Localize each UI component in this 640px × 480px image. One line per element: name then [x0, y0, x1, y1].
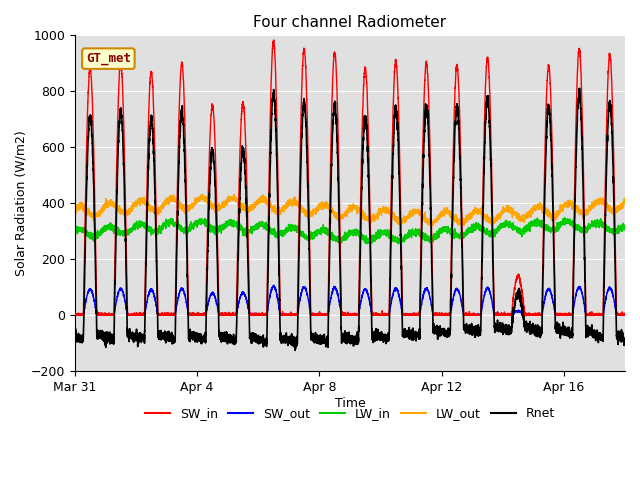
SW_out	[71, 312, 79, 318]
LW_out	[93, 210, 101, 216]
Rnet	[615, 336, 623, 341]
Rnet	[576, 85, 584, 91]
SW_in	[93, 311, 101, 317]
LW_in	[398, 239, 406, 245]
SW_in	[173, 222, 180, 228]
Line: LW_out: LW_out	[75, 194, 625, 226]
LW_out	[170, 199, 177, 204]
Legend: SW_in, SW_out, LW_in, LW_out, Rnet: SW_in, SW_out, LW_in, LW_out, Rnet	[140, 402, 560, 425]
SW_in	[71, 312, 79, 318]
Rnet	[621, 336, 629, 341]
LW_out	[397, 223, 404, 228]
LW_in	[621, 222, 629, 228]
SW_in	[615, 312, 623, 318]
Line: SW_out: SW_out	[75, 285, 625, 315]
SW_out	[621, 312, 629, 318]
Rnet	[398, 318, 406, 324]
LW_in	[364, 241, 371, 247]
LW_out	[621, 199, 629, 204]
SW_out	[170, 312, 177, 318]
SW_in	[270, 37, 278, 43]
Rnet	[71, 331, 79, 336]
SW_out	[71, 312, 79, 317]
Text: GT_met: GT_met	[86, 52, 131, 65]
SW_out	[615, 312, 623, 318]
LW_in	[173, 222, 180, 228]
LW_out	[255, 195, 263, 201]
SW_in	[621, 312, 629, 318]
SW_in	[71, 312, 79, 317]
SW_out	[93, 312, 101, 317]
Rnet	[93, 332, 101, 338]
LW_out	[198, 191, 206, 197]
X-axis label: Time: Time	[335, 396, 365, 409]
Rnet	[255, 339, 263, 345]
LW_in	[170, 221, 177, 227]
LW_in	[71, 230, 79, 236]
SW_in	[399, 301, 406, 307]
LW_out	[615, 205, 623, 211]
SW_out	[399, 311, 406, 316]
Line: LW_in: LW_in	[75, 217, 625, 244]
Rnet	[170, 335, 177, 340]
LW_in	[93, 232, 101, 238]
LW_out	[399, 218, 406, 224]
Line: Rnet: Rnet	[75, 88, 625, 350]
Title: Four channel Radiometer: Four channel Radiometer	[253, 15, 447, 30]
Rnet	[173, 257, 180, 263]
Line: SW_in: SW_in	[75, 40, 625, 315]
LW_in	[255, 222, 263, 228]
SW_out	[270, 282, 278, 288]
LW_out	[71, 211, 79, 217]
SW_in	[255, 311, 263, 316]
SW_out	[255, 312, 263, 318]
LW_in	[561, 215, 568, 220]
SW_in	[170, 312, 177, 318]
Rnet	[291, 348, 299, 353]
LW_out	[173, 201, 180, 206]
SW_out	[173, 302, 180, 308]
Y-axis label: Solar Radiation (W/m2): Solar Radiation (W/m2)	[15, 131, 28, 276]
LW_in	[615, 229, 623, 235]
